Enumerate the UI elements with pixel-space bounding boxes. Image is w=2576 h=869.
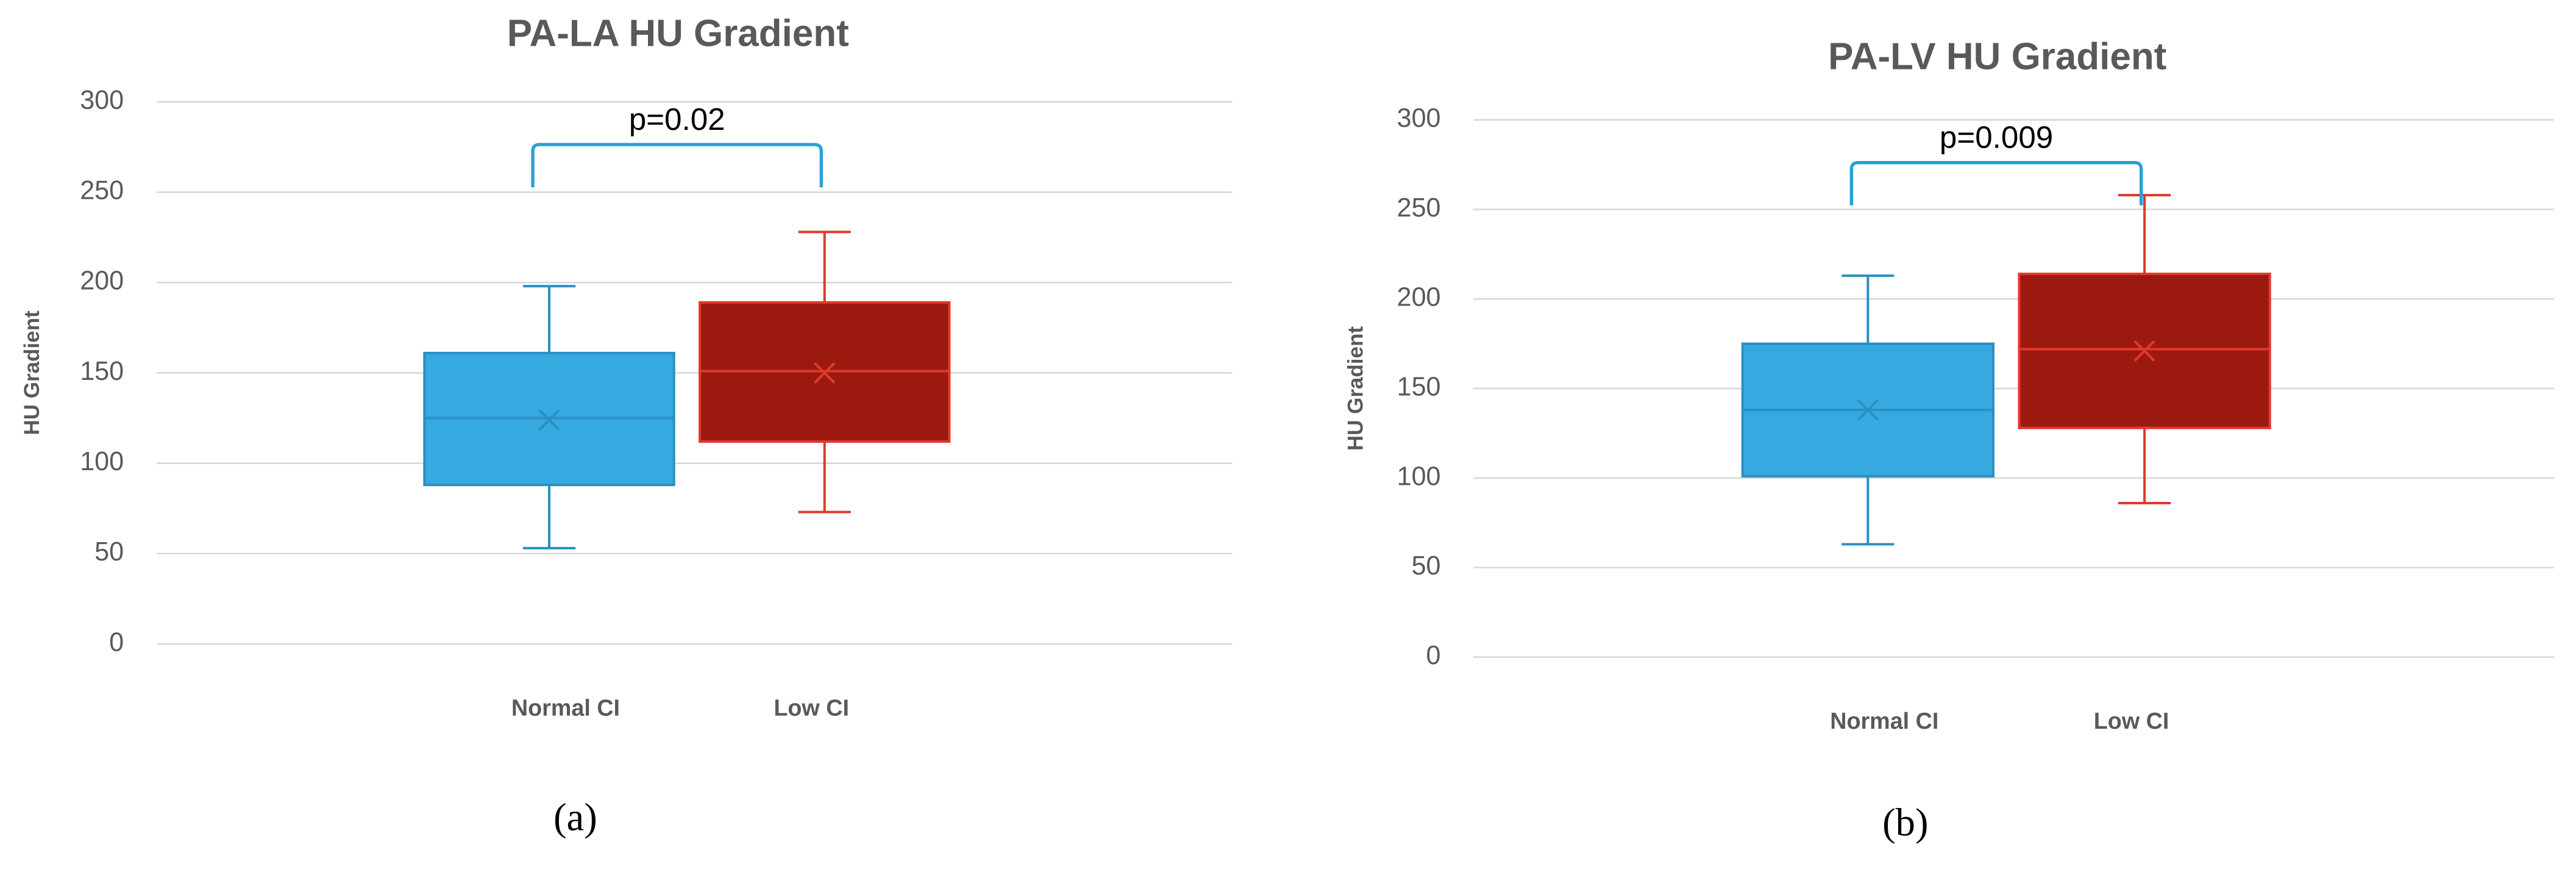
y-tick-label: 300 <box>1397 104 1441 133</box>
y-tick-label: 150 <box>80 357 124 386</box>
y-axis-label: HU Gradient <box>1343 326 1367 451</box>
x-tick-label: Normal CI <box>511 695 620 721</box>
y-tick-label: 150 <box>1397 372 1441 401</box>
chart-title: PA-LA HU Gradient <box>507 13 849 55</box>
y-tick-label: 200 <box>1397 283 1441 312</box>
x-tick-label: Normal CI <box>1830 708 1938 734</box>
y-axis-label: HU Gradient <box>20 310 44 435</box>
p-value: p=0.02 <box>629 102 725 137</box>
y-tick-label: 250 <box>80 176 124 206</box>
mean-marker <box>814 362 836 384</box>
p-value: p=0.009 <box>1940 120 2053 154</box>
y-tick-label: 250 <box>1397 193 1441 223</box>
y-tick-label: 100 <box>80 447 124 476</box>
y-tick-label: 0 <box>109 628 124 657</box>
y-tick-label: 300 <box>80 85 124 115</box>
x-tick-label: Low CI <box>2094 708 2169 734</box>
y-tick-label: 200 <box>80 266 124 296</box>
mean-marker <box>1857 399 1879 421</box>
panel-label: (b) <box>1882 800 1928 845</box>
y-tick-label: 0 <box>1426 641 1441 670</box>
panel-label: (a) <box>553 795 597 840</box>
significance-bracket <box>1849 160 2143 206</box>
y-tick-label: 50 <box>94 537 124 567</box>
y-tick-label: 50 <box>1412 551 1441 581</box>
y-tick-label: 100 <box>1397 462 1441 491</box>
significance-bracket <box>531 143 824 188</box>
chart-title: PA-LV HU Gradient <box>1828 35 2166 77</box>
x-tick-label: Low CI <box>774 695 849 721</box>
mean-marker <box>538 409 560 431</box>
mean-marker <box>2133 340 2155 362</box>
